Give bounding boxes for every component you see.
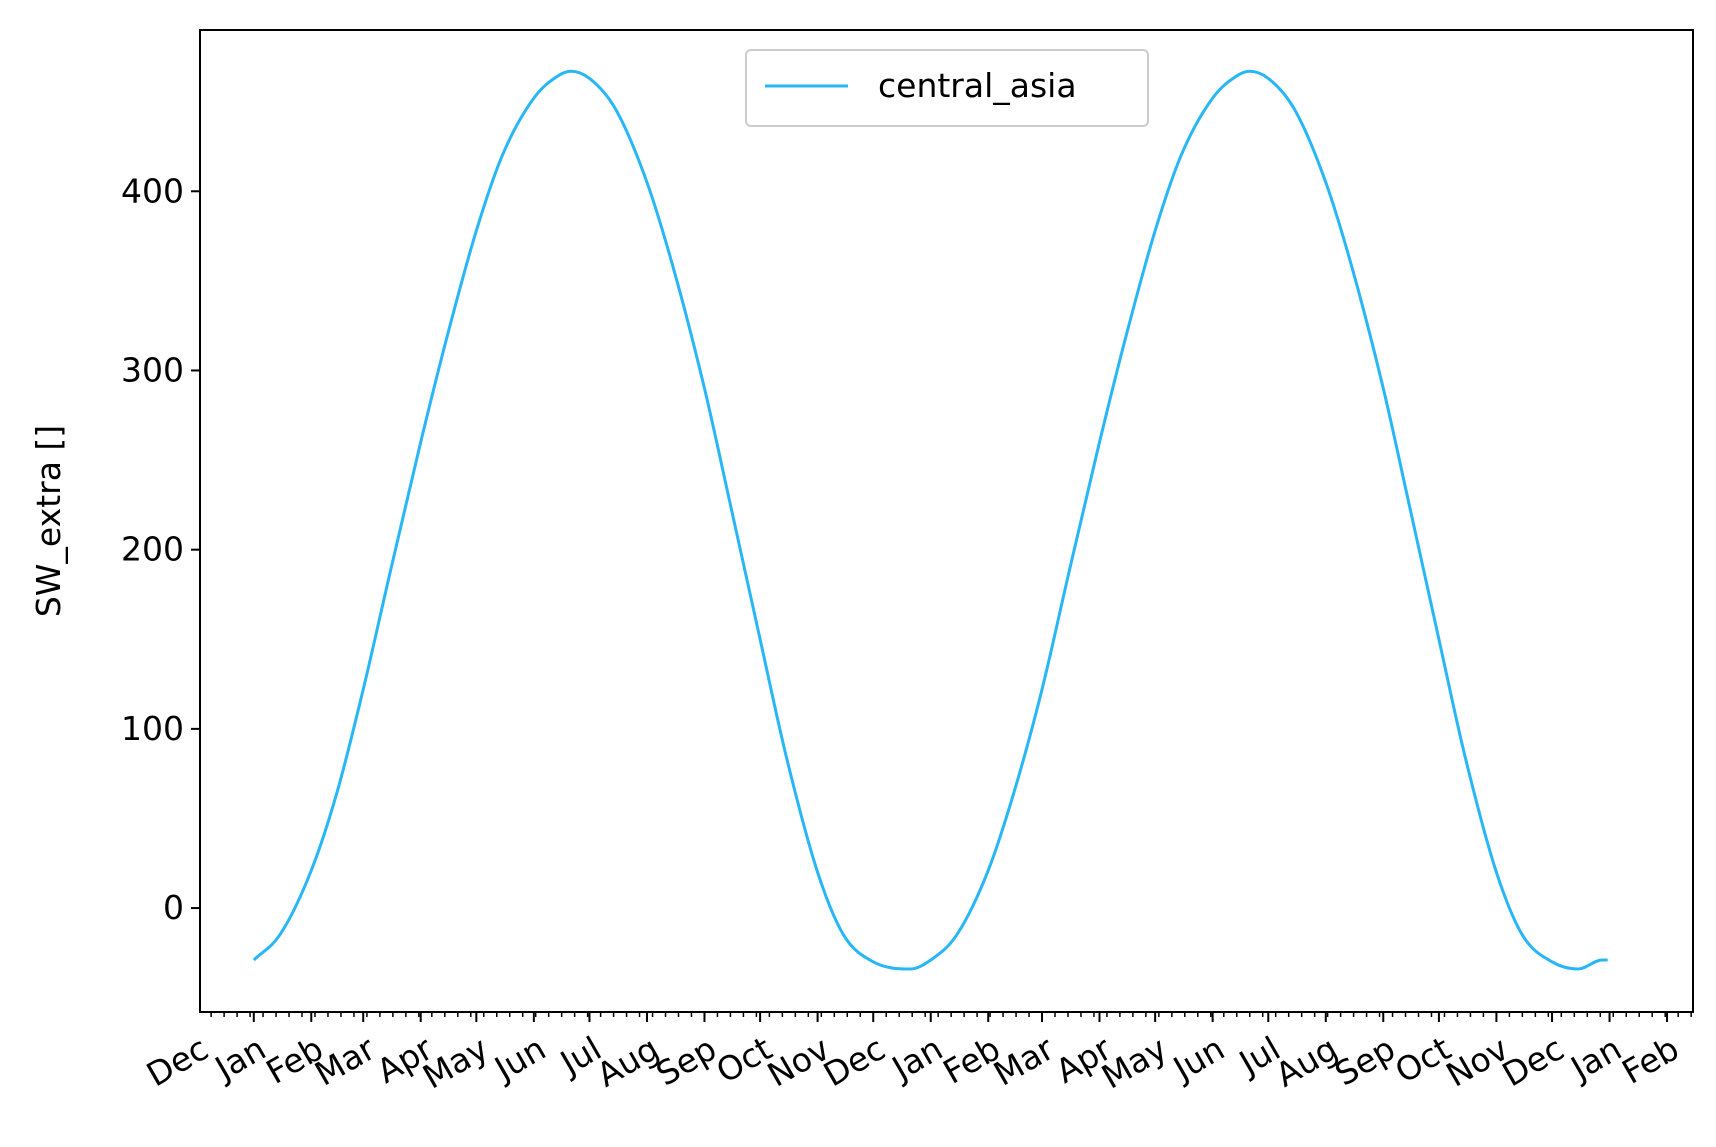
series-line-central_asia — [252, 69, 1608, 971]
plot-frame — [199, 29, 1694, 1013]
y-axis-title: SW_extra [] — [29, 425, 68, 617]
y-tick-label: 400 — [121, 171, 184, 210]
y-axis-ticks: 0 100 200 300 400 — [121, 171, 200, 927]
y-tick-label: 200 — [121, 530, 184, 569]
y-tick-label: 300 — [121, 350, 184, 389]
legend-box — [745, 49, 1149, 127]
legend: central_asia — [745, 49, 1149, 127]
series-layer — [252, 69, 1608, 971]
y-tick-label: 0 — [163, 888, 184, 927]
y-tick-label: 100 — [121, 709, 184, 748]
legend-label: central_asia — [878, 66, 1077, 105]
